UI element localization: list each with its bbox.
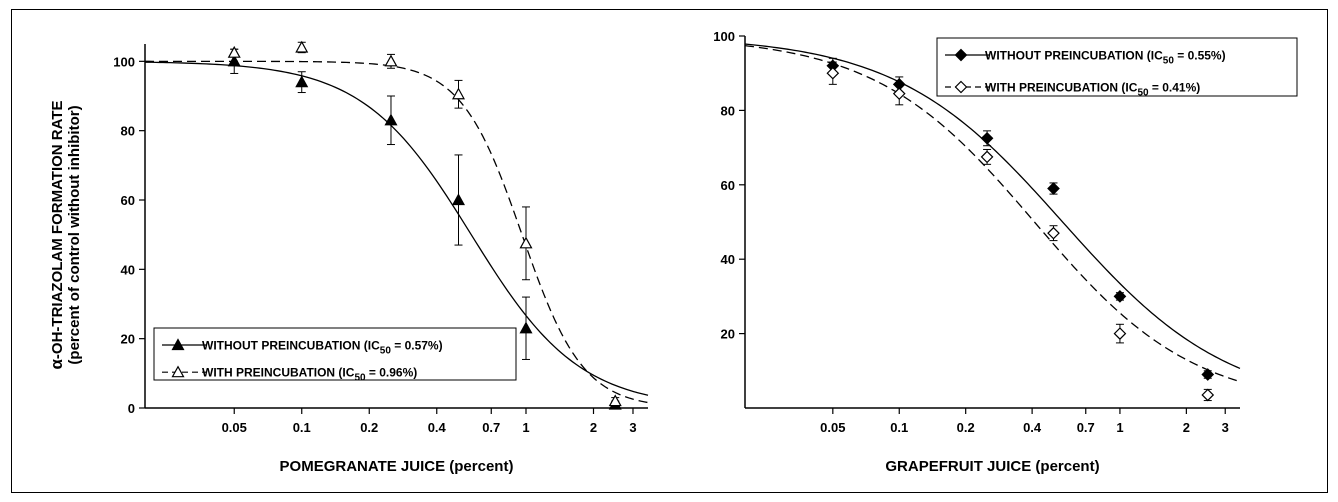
y-axis-label-subtitle: (percent of control without inhibitor) — [66, 105, 83, 364]
data-point-series-2 — [826, 66, 840, 80]
x-tick-label: 2 — [590, 420, 597, 435]
data-point-series-2 — [1201, 388, 1215, 402]
x-tick-label: 0.7 — [482, 420, 500, 435]
y-axis-label-text: -OH-TRIAZOLAM FORMATION RATE — [49, 100, 66, 359]
x-tick-label: 0.7 — [1077, 420, 1095, 435]
fit-curve-series-1 — [744, 43, 1241, 370]
data-point-series-1 — [1201, 368, 1215, 381]
data-point-series-2 — [451, 87, 466, 100]
legend-entry: WITH PREINCUBATION (IC50 = 0.96%) — [202, 366, 417, 384]
x-tick-label: 3 — [1222, 420, 1229, 435]
legend-entry: WITH PREINCUBATION (IC50 = 0.41%) — [985, 81, 1200, 99]
data-point-series-1 — [227, 54, 241, 67]
x-axis-label: POMEGRANATE JUICE (percent) — [280, 458, 514, 475]
legend-marker — [171, 365, 185, 378]
data-point-series-2 — [1047, 226, 1060, 240]
legend-entry: WITHOUT PREINCUBATION (IC50 = 0.57%) — [202, 339, 443, 357]
y-tick-label: 20 — [721, 327, 735, 342]
legend-entry: WITHOUT PREINCUBATION (IC50 = 0.55%) — [985, 49, 1226, 67]
data-point-series-1 — [384, 113, 398, 126]
x-tick-label: 0.4 — [1023, 420, 1042, 435]
data-point-series-1 — [1113, 290, 1127, 303]
x-tick-label: 1 — [522, 420, 529, 435]
y-tick-label: 100 — [113, 54, 135, 69]
data-point-series-2 — [519, 236, 533, 249]
data-point-series-2 — [608, 394, 622, 407]
y-tick-label: 80 — [721, 103, 735, 118]
data-point-series-1 — [519, 321, 533, 334]
x-tick-label: 0.05 — [222, 420, 247, 435]
y-tick-label: 100 — [713, 29, 735, 44]
y-tick-label: 60 — [121, 193, 135, 208]
x-tick-label: 2 — [1183, 420, 1190, 435]
y-tick-label: 20 — [121, 332, 135, 347]
x-axis-label: GRAPEFRUIT JUICE (percent) — [885, 458, 1099, 475]
chart-panel-pomegranate: 0.05 0.1 0.2 0.4 0.7 1 2 3 0 20 40 60 80 100 POMEGRANA… — [113, 40, 649, 475]
data-point-series-2 — [295, 40, 309, 53]
data-point-series-2 — [384, 54, 398, 67]
x-tick-label: 0.1 — [890, 420, 908, 435]
y-tick-label: 80 — [121, 124, 135, 139]
legend: WITHOUT PREINCUBATION (IC50 = 0.57%) WITH… — [153, 327, 517, 384]
y-axis-label: α-OH-TRIAZOLAM FORMATION RATE (percent o… — [47, 100, 83, 369]
legend-box — [936, 37, 1298, 97]
legend-marker — [954, 80, 968, 94]
y-axis-label-symbol: α — [47, 359, 66, 370]
legend: WITHOUT PREINCUBATION (IC50 = 0.55%) WITH… — [936, 37, 1298, 99]
x-tick-label: 1 — [1116, 420, 1123, 435]
data-point-series-1 — [980, 131, 994, 145]
y-tick-label: 40 — [121, 262, 135, 277]
data-point-series-2 — [980, 150, 994, 164]
y-tick-label: 0 — [128, 401, 135, 416]
y-tick-label: 40 — [721, 252, 735, 267]
data-point-series-2 — [892, 87, 906, 101]
svg-text:α-OH-TRIAZOLAM FORMATION RATE: α-OH-TRIAZOLAM FORMATION RATE — [47, 100, 66, 369]
x-tick-label: 0.2 — [360, 420, 378, 435]
fit-curve-series-2 — [744, 45, 1241, 383]
x-tick-label: 0.05 — [820, 420, 845, 435]
x-tick-label: 0.2 — [957, 420, 975, 435]
figure-frame — [11, 9, 1328, 493]
data-point-series-2 — [227, 45, 241, 58]
data-point-series-1 — [295, 75, 309, 88]
chart-panel-grapefruit: 0.05 0.1 0.2 0.4 0.7 1 2 3 20 40 60 80 100 GRAPEFRUIT… — [713, 29, 1298, 475]
x-tick-label: 0.4 — [428, 420, 447, 435]
data-point-series-1 — [451, 193, 466, 206]
data-point-series-1 — [1047, 182, 1060, 195]
x-tick-label: 3 — [629, 420, 636, 435]
x-tick-label: 0.1 — [293, 420, 311, 435]
legend-box — [153, 327, 517, 381]
y-tick-label: 60 — [721, 178, 735, 193]
data-point-series-2 — [1113, 327, 1127, 340]
legend-marker — [954, 48, 968, 62]
legend-marker — [171, 338, 185, 351]
